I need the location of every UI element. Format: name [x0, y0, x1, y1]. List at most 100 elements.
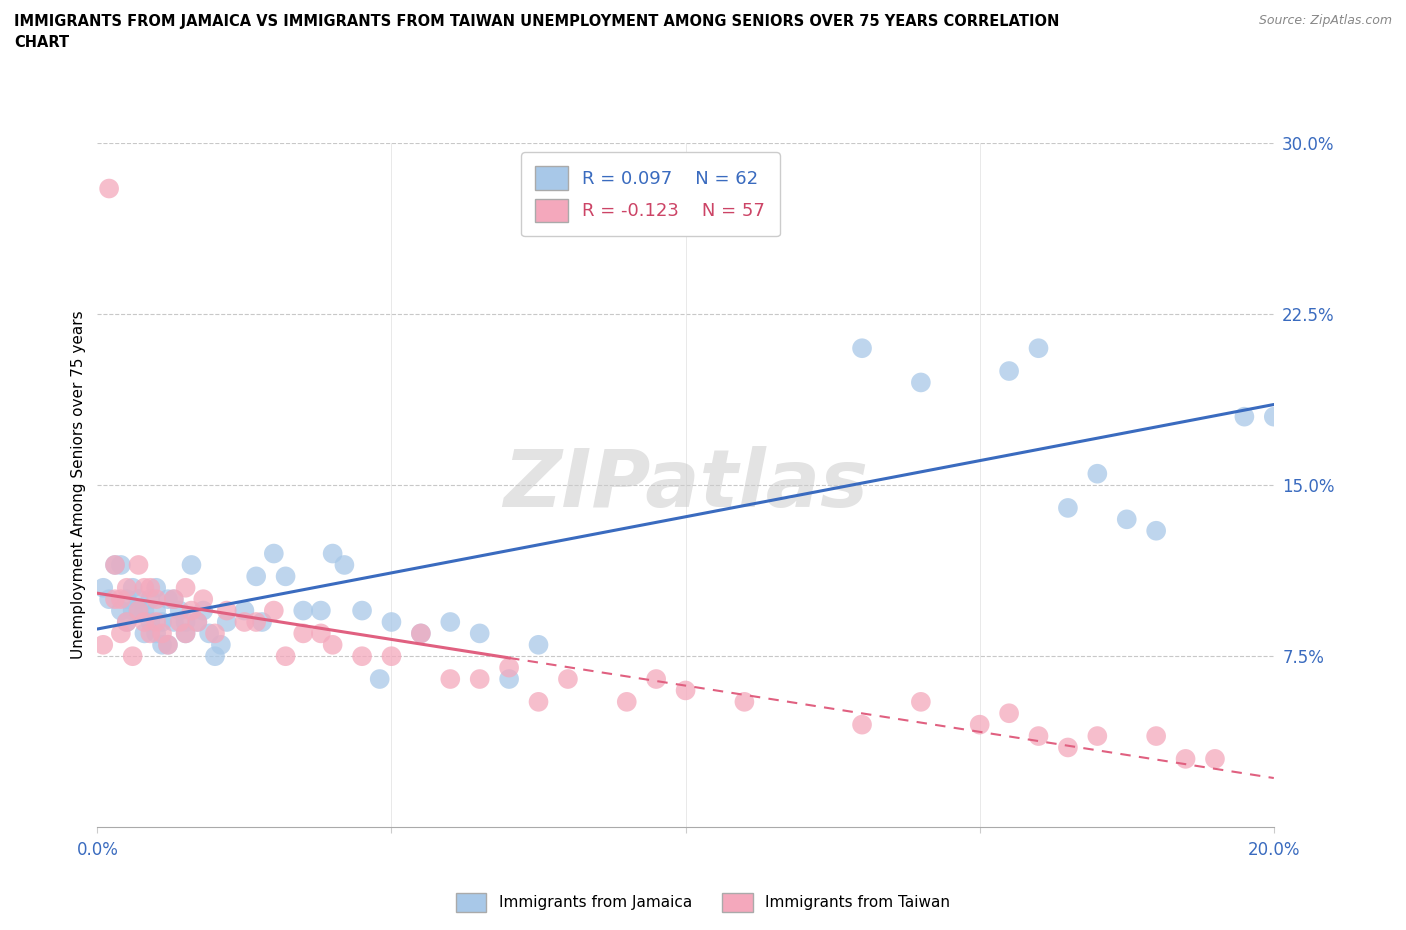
- Point: [198, 626, 221, 641]
- Point: [274, 569, 297, 584]
- Point: [156, 637, 179, 652]
- Point: [292, 626, 315, 641]
- Point: [1085, 466, 1108, 481]
- Point: [1144, 728, 1167, 743]
- Point: [645, 671, 668, 686]
- Point: [150, 615, 173, 630]
- Point: [498, 660, 520, 675]
- Point: [245, 569, 267, 584]
- Point: [139, 615, 162, 630]
- Point: [498, 671, 520, 686]
- Point: [145, 580, 167, 595]
- Point: [1085, 728, 1108, 743]
- Point: [352, 649, 374, 664]
- Point: [263, 546, 285, 561]
- Point: [409, 626, 432, 641]
- Point: [233, 604, 256, 618]
- Point: [851, 340, 873, 355]
- Point: [115, 615, 138, 630]
- Point: [204, 649, 226, 664]
- Point: [910, 375, 932, 390]
- Point: [250, 615, 273, 630]
- Point: [468, 626, 491, 641]
- Point: [1144, 524, 1167, 538]
- Point: [1057, 740, 1080, 755]
- Point: [193, 604, 215, 618]
- Point: [1174, 751, 1197, 766]
- Point: [1115, 512, 1137, 526]
- Point: [733, 695, 755, 710]
- Point: [110, 591, 132, 606]
- Point: [128, 604, 150, 618]
- Point: [733, 204, 755, 219]
- Point: [150, 637, 173, 652]
- Point: [104, 557, 127, 572]
- Point: [115, 580, 138, 595]
- Point: [969, 717, 991, 732]
- Point: [380, 649, 402, 664]
- Point: [245, 615, 267, 630]
- Point: [128, 557, 150, 572]
- Point: [139, 580, 162, 595]
- Point: [998, 706, 1021, 721]
- Point: [527, 637, 550, 652]
- Point: [145, 626, 167, 641]
- Text: IMMIGRANTS FROM JAMAICA VS IMMIGRANTS FROM TAIWAN UNEMPLOYMENT AMONG SENIORS OVE: IMMIGRANTS FROM JAMAICA VS IMMIGRANTS FR…: [14, 14, 1060, 50]
- Point: [163, 615, 186, 630]
- Point: [263, 604, 285, 618]
- Point: [352, 604, 374, 618]
- Point: [1057, 500, 1080, 515]
- Point: [104, 557, 127, 572]
- Point: [409, 626, 432, 641]
- Point: [169, 604, 191, 618]
- Point: [163, 591, 186, 606]
- Point: [439, 671, 461, 686]
- Point: [104, 591, 127, 606]
- Point: [439, 615, 461, 630]
- Point: [292, 604, 315, 618]
- Point: [309, 604, 332, 618]
- Point: [851, 717, 873, 732]
- Point: [910, 695, 932, 710]
- Point: [134, 580, 156, 595]
- Point: [121, 580, 143, 595]
- Point: [98, 591, 121, 606]
- Point: [998, 364, 1021, 379]
- Point: [215, 615, 238, 630]
- Point: [128, 591, 150, 606]
- Point: [134, 604, 156, 618]
- Point: [156, 637, 179, 652]
- Point: [145, 591, 167, 606]
- Point: [309, 626, 332, 641]
- Point: [98, 181, 121, 196]
- Point: [322, 546, 344, 561]
- Point: [150, 626, 173, 641]
- Point: [233, 615, 256, 630]
- Point: [163, 591, 186, 606]
- Text: Source: ZipAtlas.com: Source: ZipAtlas.com: [1258, 14, 1392, 27]
- Point: [1028, 340, 1050, 355]
- Y-axis label: Unemployment Among Seniors over 75 years: Unemployment Among Seniors over 75 years: [72, 311, 86, 659]
- Point: [174, 626, 197, 641]
- Point: [468, 671, 491, 686]
- Point: [675, 683, 697, 698]
- Point: [121, 604, 143, 618]
- Point: [128, 604, 150, 618]
- Point: [380, 615, 402, 630]
- Point: [186, 615, 208, 630]
- Point: [274, 649, 297, 664]
- Point: [1204, 751, 1226, 766]
- Point: [1028, 728, 1050, 743]
- Text: ZIPatlas: ZIPatlas: [503, 446, 868, 525]
- Point: [174, 580, 197, 595]
- Point: [145, 604, 167, 618]
- Point: [368, 671, 391, 686]
- Point: [557, 671, 579, 686]
- Point: [115, 591, 138, 606]
- Point: [1233, 409, 1256, 424]
- Point: [215, 604, 238, 618]
- Point: [1263, 409, 1285, 424]
- Point: [169, 615, 191, 630]
- Point: [121, 649, 143, 664]
- Point: [209, 637, 232, 652]
